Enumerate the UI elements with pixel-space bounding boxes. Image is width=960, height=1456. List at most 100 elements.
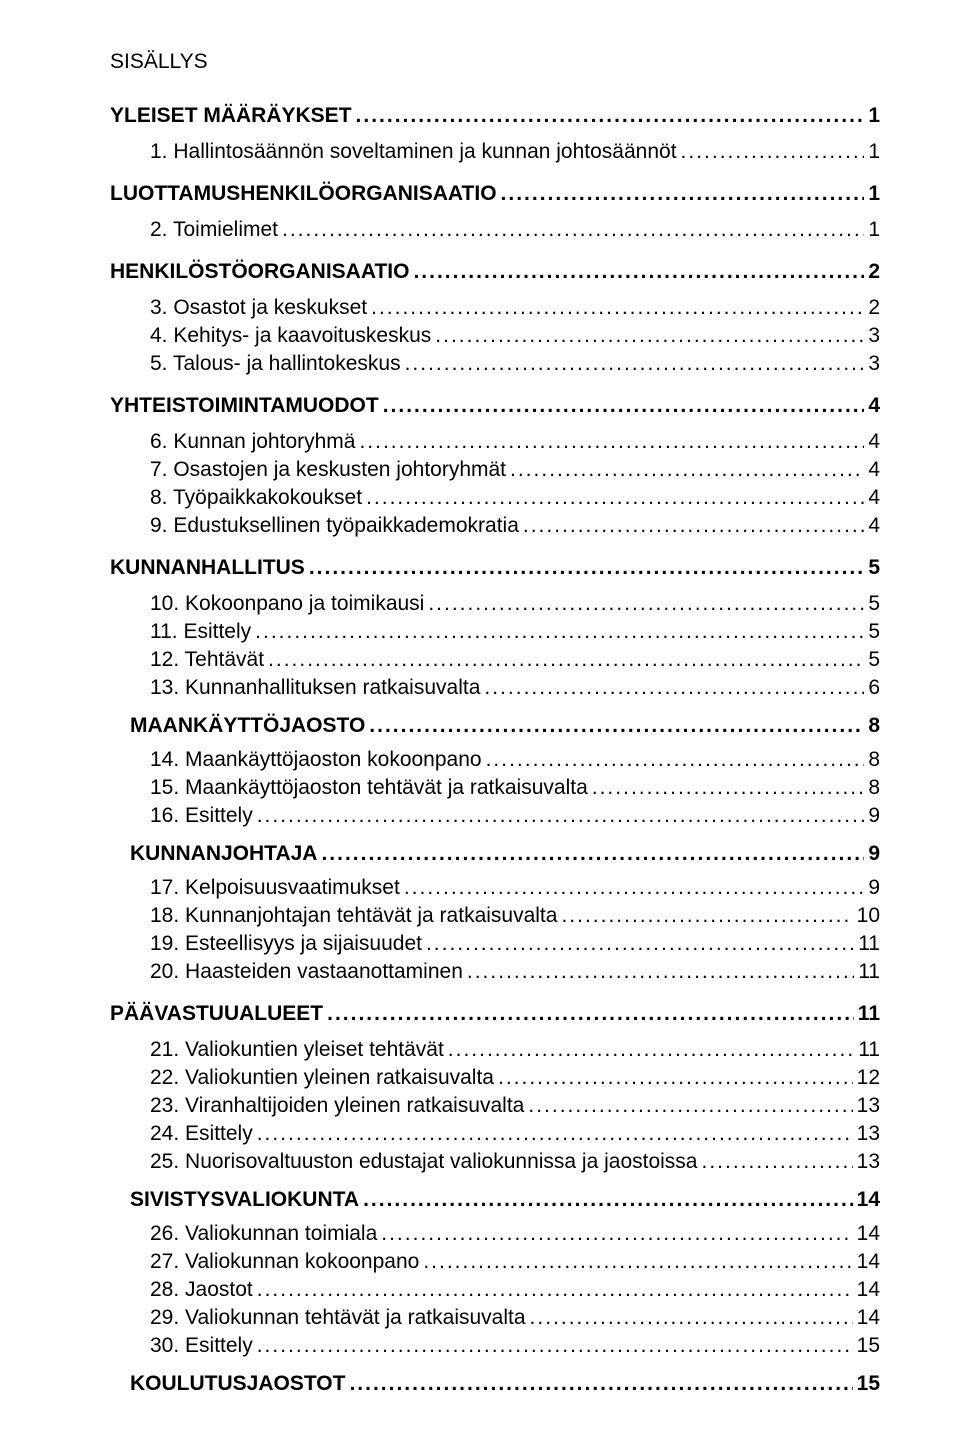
toc-label: 16. Esittely — [150, 804, 253, 828]
toc-label: 11. Esittely — [150, 620, 251, 644]
toc-line: KUNNANJOHTAJA9 — [130, 842, 880, 866]
toc-page: 9 — [868, 804, 880, 828]
toc-dots — [383, 394, 865, 418]
toc-label: 15. Maankäyttöjaoston tehtävät ja ratkai… — [150, 776, 588, 800]
toc-page: 4 — [868, 514, 880, 538]
toc-line: 6. Kunnan johtoryhmä4 — [150, 430, 880, 454]
toc-page: 13 — [857, 1094, 880, 1118]
toc-label: 14. Maankäyttöjaoston kokoonpano — [150, 748, 482, 772]
toc-line: 13. Kunnanhallituksen ratkaisuvalta6 — [150, 676, 880, 700]
toc-label: 26. Valiokunnan toimiala — [150, 1222, 377, 1246]
toc-dots — [255, 620, 864, 644]
toc-label: 23. Viranhaltijoiden yleinen ratkaisuval… — [150, 1094, 524, 1118]
toc-dots — [405, 352, 865, 376]
toc-dots — [530, 1306, 853, 1330]
toc-label: 13. Kunnanhallituksen ratkaisuvalta — [150, 676, 480, 700]
toc-page: 14 — [857, 1250, 880, 1274]
toc-page: 15 — [857, 1372, 880, 1396]
toc-dots — [486, 748, 865, 772]
toc-label: MAANKÄYTTÖJAOSTO — [130, 714, 365, 738]
toc-label: 18. Kunnanjohtajan tehtävät ja ratkaisuv… — [150, 904, 557, 928]
toc-line: 5. Talous- ja hallintokeskus 3 — [150, 352, 880, 376]
toc-dots — [561, 904, 852, 928]
toc-line: MAANKÄYTTÖJAOSTO8 — [130, 714, 880, 738]
toc-container: YLEISET MÄÄRÄYKSET11. Hallintosäännön so… — [110, 104, 880, 1396]
toc-page: 5 — [868, 648, 880, 672]
toc-dots — [592, 776, 865, 800]
toc-label: 28. Jaostot — [150, 1278, 253, 1302]
toc-page: 9 — [868, 876, 880, 900]
toc-line: 16. Esittely 9 — [150, 804, 880, 828]
toc-dots — [257, 1278, 853, 1302]
toc-dots — [510, 458, 864, 482]
toc-label: KOULUTUSJAOSTOT — [130, 1372, 345, 1396]
toc-dots — [428, 592, 864, 616]
toc-dots — [467, 960, 854, 984]
toc-line: 30. Esittely15 — [150, 1334, 880, 1358]
toc-page: 5 — [868, 620, 880, 644]
toc-line: 23. Viranhaltijoiden yleinen ratkaisuval… — [150, 1094, 880, 1118]
toc-line: 4. Kehitys- ja kaavoituskeskus 3 — [150, 324, 880, 348]
toc-label: 3. Osastot ja keskukset — [150, 296, 367, 320]
toc-page: 4 — [868, 394, 880, 418]
toc-label: 25. Nuorisovaltuuston edustajat valiokun… — [150, 1150, 698, 1174]
toc-page: 13 — [857, 1150, 880, 1174]
toc-line: 12. Tehtävät5 — [150, 648, 880, 672]
toc-line: SIVISTYSVALIOKUNTA14 — [130, 1188, 880, 1212]
toc-page: 11 — [858, 960, 880, 984]
toc-dots — [484, 676, 864, 700]
toc-line: 7. Osastojen ja keskusten johtoryhmät4 — [150, 458, 880, 482]
toc-dots — [282, 218, 864, 242]
toc-page: 14 — [857, 1306, 880, 1330]
toc-page: 10 — [857, 904, 880, 928]
toc-dots — [528, 1094, 852, 1118]
toc-line: 26. Valiokunnan toimiala14 — [150, 1222, 880, 1246]
toc-label: 27. Valiokunnan kokoonpano — [150, 1250, 419, 1274]
toc-label: 29. Valiokunnan tehtävät ja ratkaisuvalt… — [150, 1306, 526, 1330]
toc-label: HENKILÖSTÖORGANISAATIO — [110, 260, 409, 284]
toc-dots — [268, 648, 864, 672]
toc-label: 9. Edustuksellinen työpaikkademokratia — [150, 514, 519, 538]
toc-line: 25. Nuorisovaltuuston edustajat valiokun… — [150, 1150, 880, 1174]
toc-page: 1 — [868, 218, 880, 242]
toc-dots — [435, 324, 864, 348]
toc-line: YLEISET MÄÄRÄYKSET1 — [110, 104, 880, 128]
toc-label: 20. Haasteiden vastaanottaminen — [150, 960, 463, 984]
toc-page: 11 — [858, 932, 880, 956]
toc-label: 4. Kehitys- ja kaavoituskeskus — [150, 324, 431, 348]
toc-dots — [681, 140, 865, 164]
toc-page: 14 — [857, 1278, 880, 1302]
toc-label: 17. Kelpoisuusvaatimukset — [150, 876, 400, 900]
toc-page: 3 — [868, 352, 880, 376]
toc-line: HENKILÖSTÖORGANISAATIO2 — [110, 260, 880, 284]
toc-line: 8. Työpaikkakokoukset4 — [150, 486, 880, 510]
toc-line: 2. Toimielimet1 — [150, 218, 880, 242]
toc-dots — [257, 804, 865, 828]
toc-label: 5. Talous- ja hallintokeskus — [150, 352, 401, 376]
toc-page: 3 — [868, 324, 880, 348]
toc-dots — [363, 1188, 853, 1212]
toc-label: YHTEISTOIMINTAMUODOT — [110, 394, 379, 418]
toc-dots — [309, 556, 864, 580]
toc-page: 9 — [868, 842, 880, 866]
toc-page: 4 — [868, 458, 880, 482]
toc-page: 1 — [868, 104, 880, 128]
toc-dots — [426, 932, 854, 956]
toc-label: 24. Esittely — [150, 1122, 253, 1146]
toc-page: 13 — [857, 1122, 880, 1146]
toc-dots — [321, 842, 864, 866]
toc-dots — [448, 1038, 854, 1062]
toc-page: 5 — [868, 592, 880, 616]
toc-label: SIVISTYSVALIOKUNTA — [130, 1188, 359, 1212]
toc-page: 2 — [868, 296, 880, 320]
toc-page: 12 — [857, 1066, 880, 1090]
toc-line: 21. Valiokuntien yleiset tehtävät11 — [150, 1038, 880, 1062]
toc-line: 20. Haasteiden vastaanottaminen 11 — [150, 960, 880, 984]
toc-page: 8 — [868, 748, 880, 772]
toc-page: 1 — [868, 182, 880, 206]
toc-label: KUNNANHALLITUS — [110, 556, 305, 580]
toc-line: 3. Osastot ja keskukset 2 — [150, 296, 880, 320]
toc-dots — [702, 1150, 853, 1174]
toc-label: PÄÄVASTUUALUEET — [110, 1002, 323, 1026]
toc-dots — [423, 1250, 852, 1274]
